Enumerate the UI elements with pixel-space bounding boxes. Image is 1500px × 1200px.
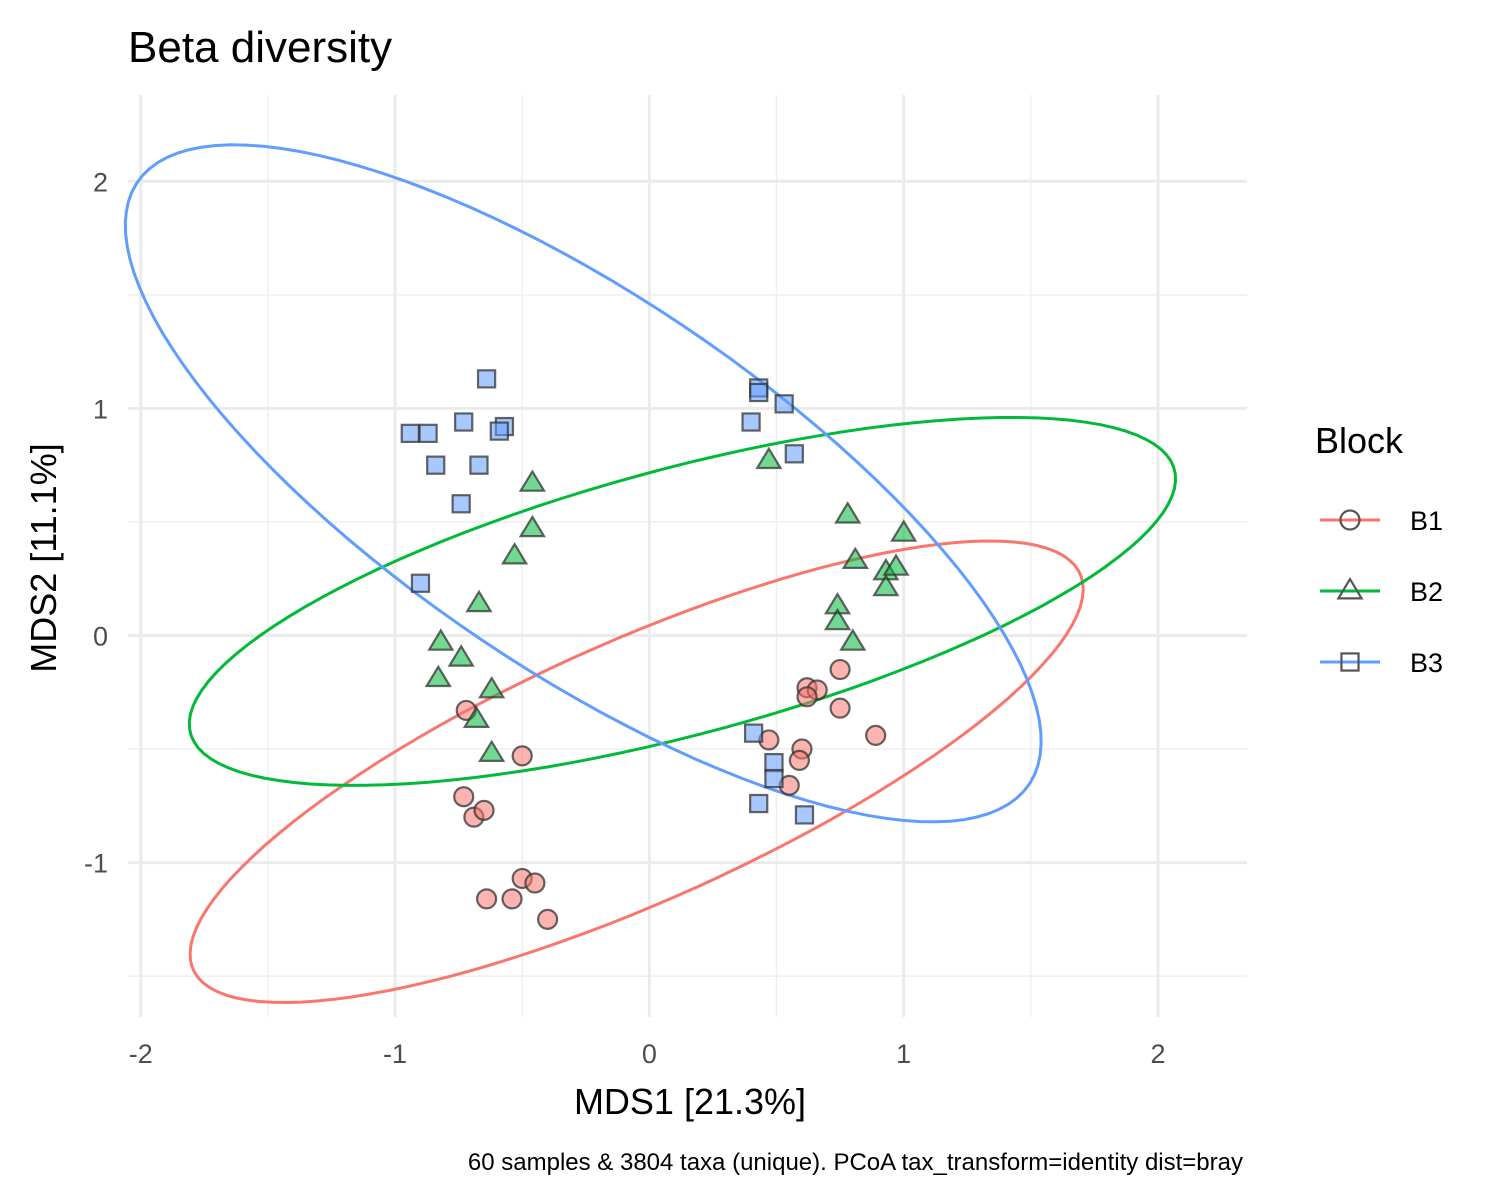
ellipse-b2 (187, 416, 1178, 787)
legend-label: B3 (1410, 648, 1443, 678)
major-gridlines (128, 95, 1247, 1017)
point-b2 (890, 519, 918, 542)
point-b3 (764, 753, 784, 773)
point-b2 (462, 705, 491, 729)
point-b3 (469, 455, 489, 475)
point-b3 (764, 768, 784, 789)
y-axis-label: MDS2 [11.1%] (23, 443, 64, 672)
minor-gridlines (128, 95, 1247, 1017)
point-b1 (796, 686, 818, 708)
point-b1 (865, 724, 887, 747)
legend-label: B2 (1410, 577, 1443, 607)
point-b1 (453, 786, 475, 808)
legend-triangle-icon (1336, 576, 1364, 600)
x-tick-label: -2 (129, 1039, 153, 1069)
confidence-ellipses (123, 143, 1178, 1005)
point-b1 (501, 888, 523, 910)
y-tick-label: 1 (93, 394, 108, 424)
point-b1 (788, 749, 811, 771)
point-b2 (872, 573, 900, 597)
legend-items: B1 B2 B3 (1320, 506, 1443, 678)
point-b1 (473, 799, 495, 821)
point-b2 (839, 628, 867, 651)
y-tick-label: 2 (93, 167, 108, 197)
point-b3 (454, 412, 474, 432)
point-b3 (410, 573, 431, 593)
point-b2 (447, 644, 475, 667)
point-b3 (741, 412, 761, 432)
y-tick-label: 0 (93, 621, 108, 651)
point-b2 (478, 675, 506, 699)
x-axis-tick-labels: -2 -1 0 1 2 (129, 1039, 1166, 1069)
x-tick-label: 0 (642, 1039, 657, 1069)
point-b3 (400, 423, 420, 444)
legend-item-b2: B2 (1320, 576, 1443, 607)
legend-title: Block (1315, 420, 1404, 461)
point-b3 (774, 394, 794, 414)
point-b2 (518, 469, 546, 492)
point-b1 (829, 697, 851, 719)
point-b2 (427, 628, 455, 651)
x-axis-label: MDS1 [21.3%] (574, 1081, 806, 1122)
point-b3 (749, 793, 769, 814)
point-b3 (426, 455, 446, 475)
point-b2 (755, 446, 783, 470)
point-b3 (451, 494, 471, 514)
point-b1 (829, 658, 851, 681)
y-axis-tick-labels: -1 0 1 2 (84, 167, 108, 878)
ellipse-b1 (188, 539, 1085, 1005)
ellipse-b3 (123, 143, 1043, 824)
legend-circle-icon (1339, 509, 1361, 531)
point-b3 (418, 423, 438, 444)
point-b3 (476, 369, 497, 389)
point-b3 (749, 382, 769, 403)
point-b1 (524, 872, 546, 894)
data-points (400, 369, 918, 930)
chart-caption: 60 samples & 3804 taxa (unique). PCoA ta… (468, 1149, 1243, 1176)
point-b3 (794, 805, 815, 825)
point-b2 (882, 553, 910, 576)
chart-title: Beta diversity (128, 23, 392, 72)
x-tick-label: 1 (896, 1039, 911, 1069)
x-tick-label: 2 (1150, 1039, 1165, 1069)
point-b2 (424, 664, 452, 688)
point-b2 (841, 546, 869, 570)
point-b2 (834, 501, 862, 524)
x-tick-label: -1 (383, 1039, 407, 1069)
y-tick-label: -1 (84, 849, 108, 879)
point-b2 (823, 607, 852, 631)
point-b2 (478, 739, 506, 763)
point-b2 (518, 514, 546, 538)
point-b2 (500, 541, 529, 565)
legend-item-b3: B3 (1320, 648, 1443, 678)
legend-square-icon (1340, 652, 1360, 672)
point-b3 (784, 444, 804, 464)
legend: Block B1 B2 B3 (1315, 420, 1443, 678)
point-b1 (537, 908, 559, 930)
point-b2 (465, 589, 493, 613)
point-b1 (511, 745, 533, 767)
point-b1 (475, 888, 498, 910)
legend-item-b1: B1 (1320, 506, 1443, 536)
legend-label: B1 (1410, 506, 1443, 536)
point-b3 (743, 723, 764, 743)
point-b3 (489, 421, 509, 441)
